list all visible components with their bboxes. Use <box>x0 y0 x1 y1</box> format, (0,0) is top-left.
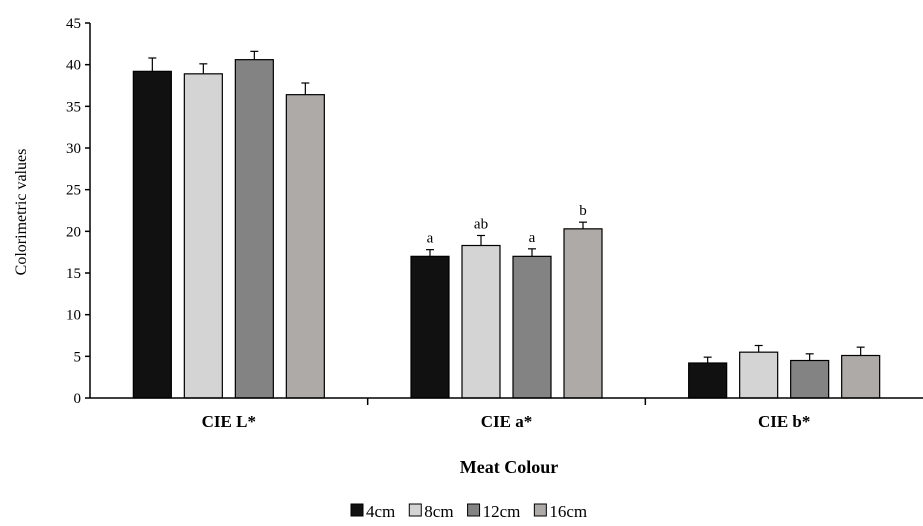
y-tick-label: 40 <box>66 58 81 74</box>
significance-label: a <box>529 230 536 246</box>
y-tick-label: 15 <box>66 266 81 282</box>
legend-swatch <box>408 503 422 517</box>
bar <box>410 255 450 399</box>
bar <box>512 255 552 399</box>
bar <box>688 362 728 399</box>
bar <box>285 94 325 399</box>
y-tick-label: 25 <box>66 183 81 199</box>
significance-label: b <box>579 203 587 219</box>
y-tick-label: 20 <box>66 224 81 240</box>
legend-swatch <box>533 503 547 517</box>
bar <box>563 228 603 399</box>
category-label: CIE L* <box>202 412 256 431</box>
category-labels: CIE L* CIE a* CIE b* <box>202 412 811 431</box>
legend-swatch <box>350 503 364 517</box>
significance-label: a <box>427 231 434 247</box>
bar <box>183 73 223 399</box>
y-tick-label: 35 <box>66 99 81 115</box>
y-tick-label: 45 <box>66 16 81 32</box>
legend-label: 8cm <box>424 502 453 521</box>
legend-swatch <box>467 503 481 517</box>
legend-label: 16cm <box>549 502 587 521</box>
x-axis-title: Meat Colour <box>460 457 558 477</box>
y-axis-ticks: 0 5 10 15 20 25 30 35 40 45 <box>66 16 90 407</box>
y-tick-label: 30 <box>66 141 81 157</box>
y-tick-label: 0 <box>74 391 82 407</box>
legend-label: 12cm <box>483 502 521 521</box>
category-label: CIE b* <box>758 412 810 431</box>
bar <box>234 59 274 399</box>
axes <box>89 23 923 405</box>
legend: 4cm 8cm 12cm 16cm <box>350 502 587 521</box>
legend-label: 4cm <box>366 502 395 521</box>
significance-label: ab <box>474 217 488 233</box>
y-tick-label: 5 <box>74 349 82 365</box>
y-tick-label: 10 <box>66 308 81 324</box>
bar <box>841 354 881 399</box>
bar <box>739 351 779 399</box>
y-axis-title: Colorimetric values <box>13 149 30 276</box>
bar <box>132 70 172 399</box>
category-label: CIE a* <box>481 412 532 431</box>
bar <box>461 244 501 399</box>
bar <box>790 359 830 399</box>
